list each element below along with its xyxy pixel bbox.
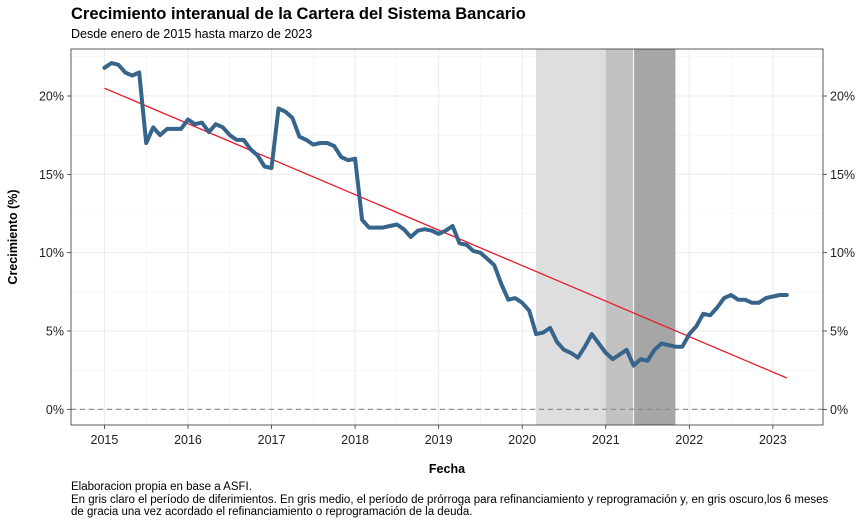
x-tick-label: 2019 (425, 433, 453, 447)
y-axis-title: Crecimiento (%) (6, 189, 20, 284)
x-tick-label: 2021 (592, 433, 620, 447)
y-tick-label-right: 15% (830, 168, 855, 182)
caption: Elaboracion propia en base a ASFI. En gr… (71, 481, 861, 519)
caption-line-2: En gris claro el período de diferimiento… (71, 493, 829, 506)
x-tick-label: 2015 (91, 433, 119, 447)
y-tick-label-right: 10% (830, 246, 855, 260)
caption-line-1: Elaboracion propia en base a ASFI. (71, 481, 252, 493)
chart-subtitle: Desde enero de 2015 hasta marzo de 2023 (71, 27, 313, 41)
plot-background (71, 49, 823, 425)
x-tick-label: 2017 (258, 433, 286, 447)
y-tick-label-left: 20% (39, 90, 64, 104)
chart-title: Crecimiento interanual de la Cartera del… (71, 5, 526, 23)
caption-line-3: de gracia una vez acordado el refinancia… (71, 506, 473, 518)
shaded-period-1 (536, 49, 606, 425)
x-tick-label: 2018 (341, 433, 369, 447)
growth-series-line (102, 61, 789, 368)
x-tick-label: 2020 (508, 433, 536, 447)
y-tick-label-left: 0% (46, 403, 64, 417)
x-axis-title: Fecha (429, 462, 466, 476)
y-tick-label-left: 15% (39, 168, 64, 182)
x-tick-label: 2016 (174, 433, 202, 447)
plot-border (70, 48, 824, 426)
trend-line (104, 87, 788, 379)
shaded-period-2 (605, 49, 634, 425)
y-tick-label-left: 5% (46, 325, 64, 339)
y-tick-label-right: 5% (830, 325, 848, 339)
y-tick-label-right: 0% (830, 403, 848, 417)
y-tick-label-right: 20% (830, 90, 855, 104)
x-tick-label: 2023 (759, 433, 787, 447)
shaded-period-3 (633, 49, 676, 425)
x-tick-label: 2022 (675, 433, 703, 447)
y-tick-label-left: 10% (39, 246, 64, 260)
